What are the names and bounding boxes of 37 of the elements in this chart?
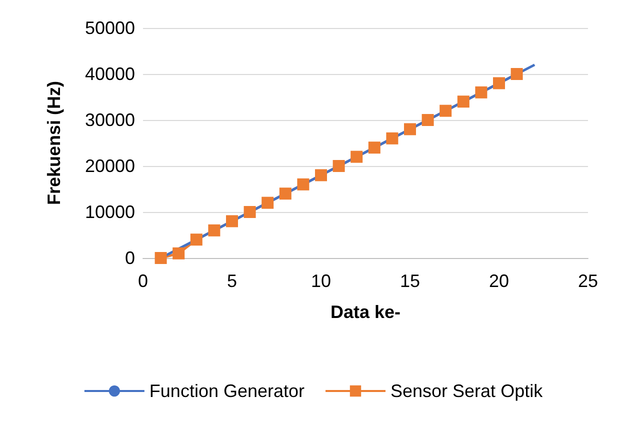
- y-tick-label: 30000: [84, 110, 135, 130]
- point: [226, 215, 238, 228]
- y-tick-label: 0: [124, 248, 135, 268]
- y-tick-label: 20000: [84, 156, 135, 176]
- point: [190, 234, 202, 246]
- point: [172, 247, 185, 260]
- y-tick-label: 40000: [84, 64, 135, 84]
- x-tick-label: 25: [578, 271, 598, 291]
- point: [493, 77, 505, 90]
- x-tick-label: 5: [226, 271, 238, 291]
- y-tick-label: 10000: [84, 202, 135, 222]
- point: [440, 104, 452, 117]
- point: [404, 123, 416, 136]
- x-tick-label: 0: [138, 271, 148, 291]
- point: [154, 252, 167, 264]
- x-tick-label: 10: [310, 271, 332, 291]
- point: [297, 178, 310, 190]
- point: [208, 224, 220, 236]
- y-tick-label: 50000: [84, 18, 135, 38]
- legend-label: Function Generator: [149, 381, 305, 401]
- point: [368, 142, 380, 154]
- point: [386, 132, 398, 144]
- point: [475, 86, 488, 98]
- point: [332, 160, 345, 172]
- x-tick-label: 20: [488, 271, 510, 291]
- point: [457, 96, 470, 108]
- point: [510, 68, 523, 80]
- point: [315, 169, 327, 182]
- point: [244, 206, 256, 218]
- x-tick-label: 15: [400, 271, 420, 291]
- point: [422, 114, 434, 126]
- y-axis-title: Frekuensi (Hz): [44, 80, 64, 206]
- point: [262, 196, 274, 209]
- point: [350, 150, 363, 163]
- point: [279, 188, 292, 200]
- legend-label: Sensor Serat Optik: [390, 381, 544, 401]
- x-axis-title: Data ke-: [330, 302, 401, 322]
